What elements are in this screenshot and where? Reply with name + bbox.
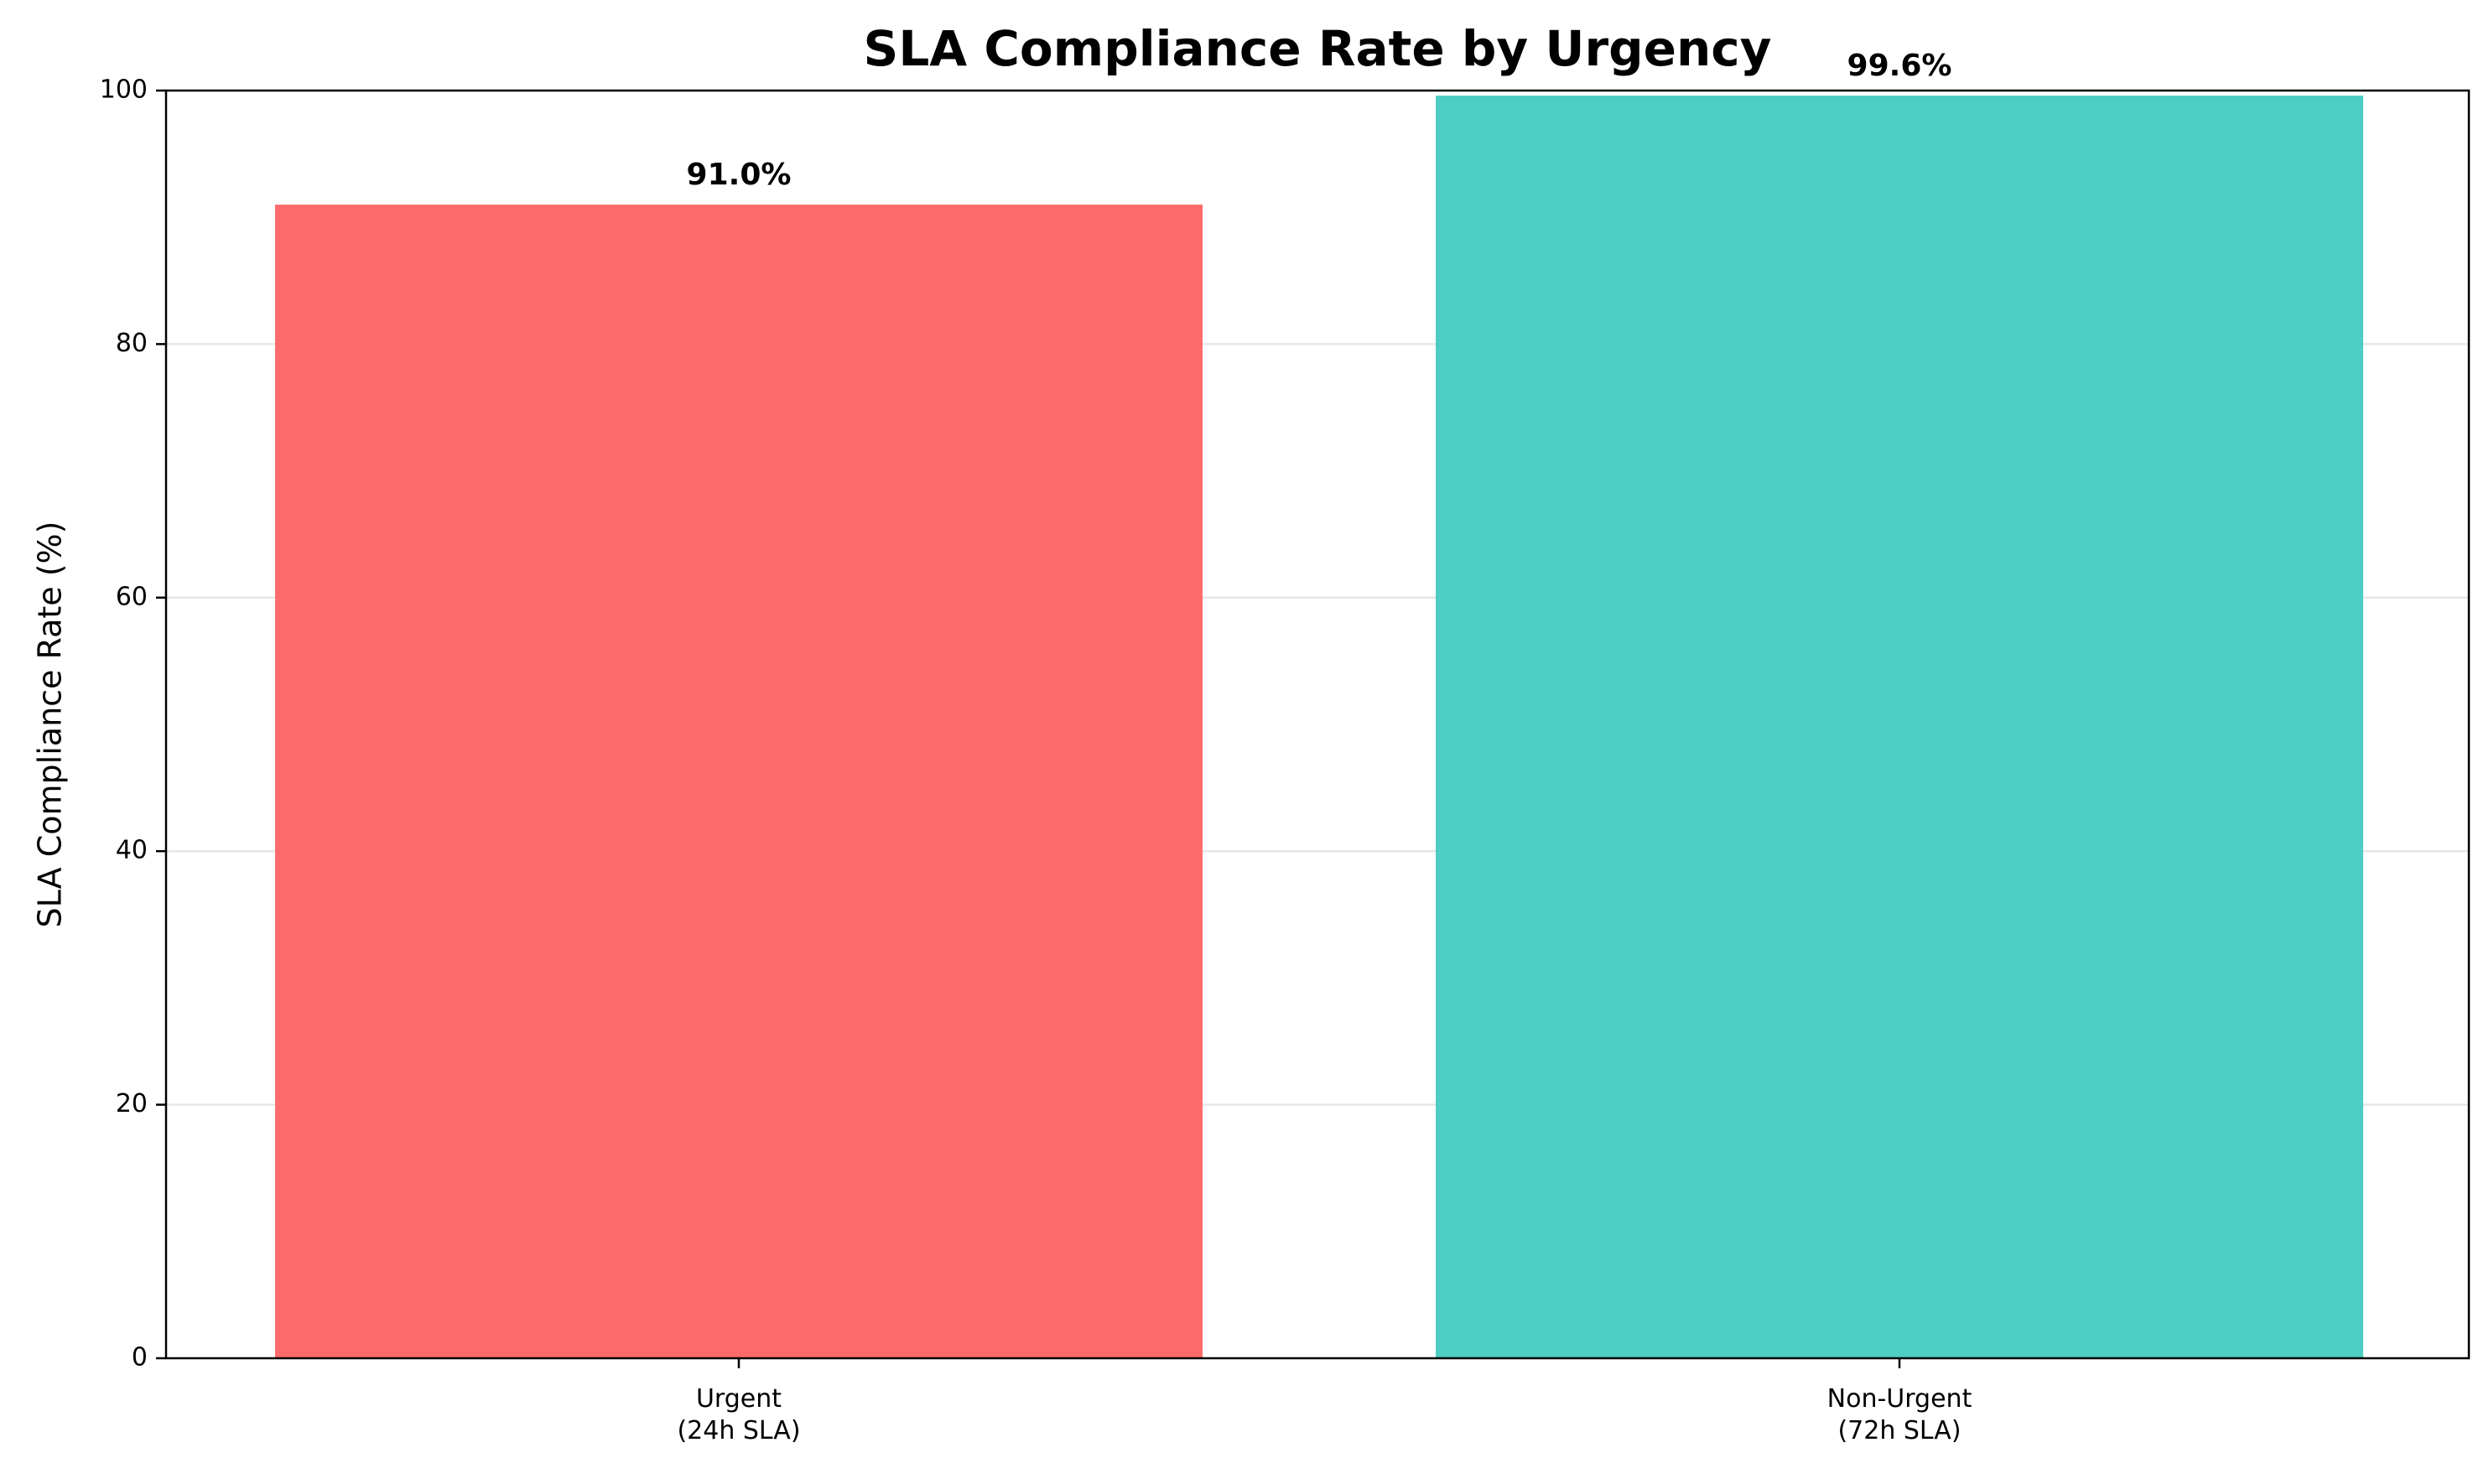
y-tick-label: 0 [132, 1343, 148, 1372]
bar-1 [1436, 96, 2363, 1359]
y-tick-label: 60 [116, 582, 148, 611]
x-tick-label-0-line-0: Urgent [696, 1384, 782, 1414]
y-tick-label: 80 [116, 329, 148, 358]
bar-0 [275, 205, 1203, 1359]
x-tick-label-0-line-1: (24h SLA) [677, 1416, 800, 1445]
x-tick-label-1-line-0: Non-Urgent [1827, 1384, 1972, 1414]
y-axis-ticks: 0 20 40 60 80 100 [100, 75, 166, 1372]
x-axis-ticks: Urgent(24h SLA) Non-Urgent(72h SLA) [677, 1358, 1972, 1445]
bar-value-labels: 91.0% 99.6% [687, 49, 1952, 192]
y-tick-label: 40 [116, 836, 148, 865]
plot-frame [164, 89, 2471, 1360]
y-tick-label: 20 [116, 1089, 148, 1118]
bar-value-label-1: 99.6% [1847, 49, 1952, 83]
y-tick-label: 100 [100, 75, 148, 105]
y-axis-label: SLA Compliance Rate (%) [32, 521, 69, 928]
bar-value-label-0: 91.0% [687, 158, 792, 192]
bars [275, 96, 2363, 1359]
chart-title: SLA Compliance Rate by Urgency [864, 20, 1772, 77]
x-tick-label-1-line-1: (72h SLA) [1837, 1416, 1961, 1445]
